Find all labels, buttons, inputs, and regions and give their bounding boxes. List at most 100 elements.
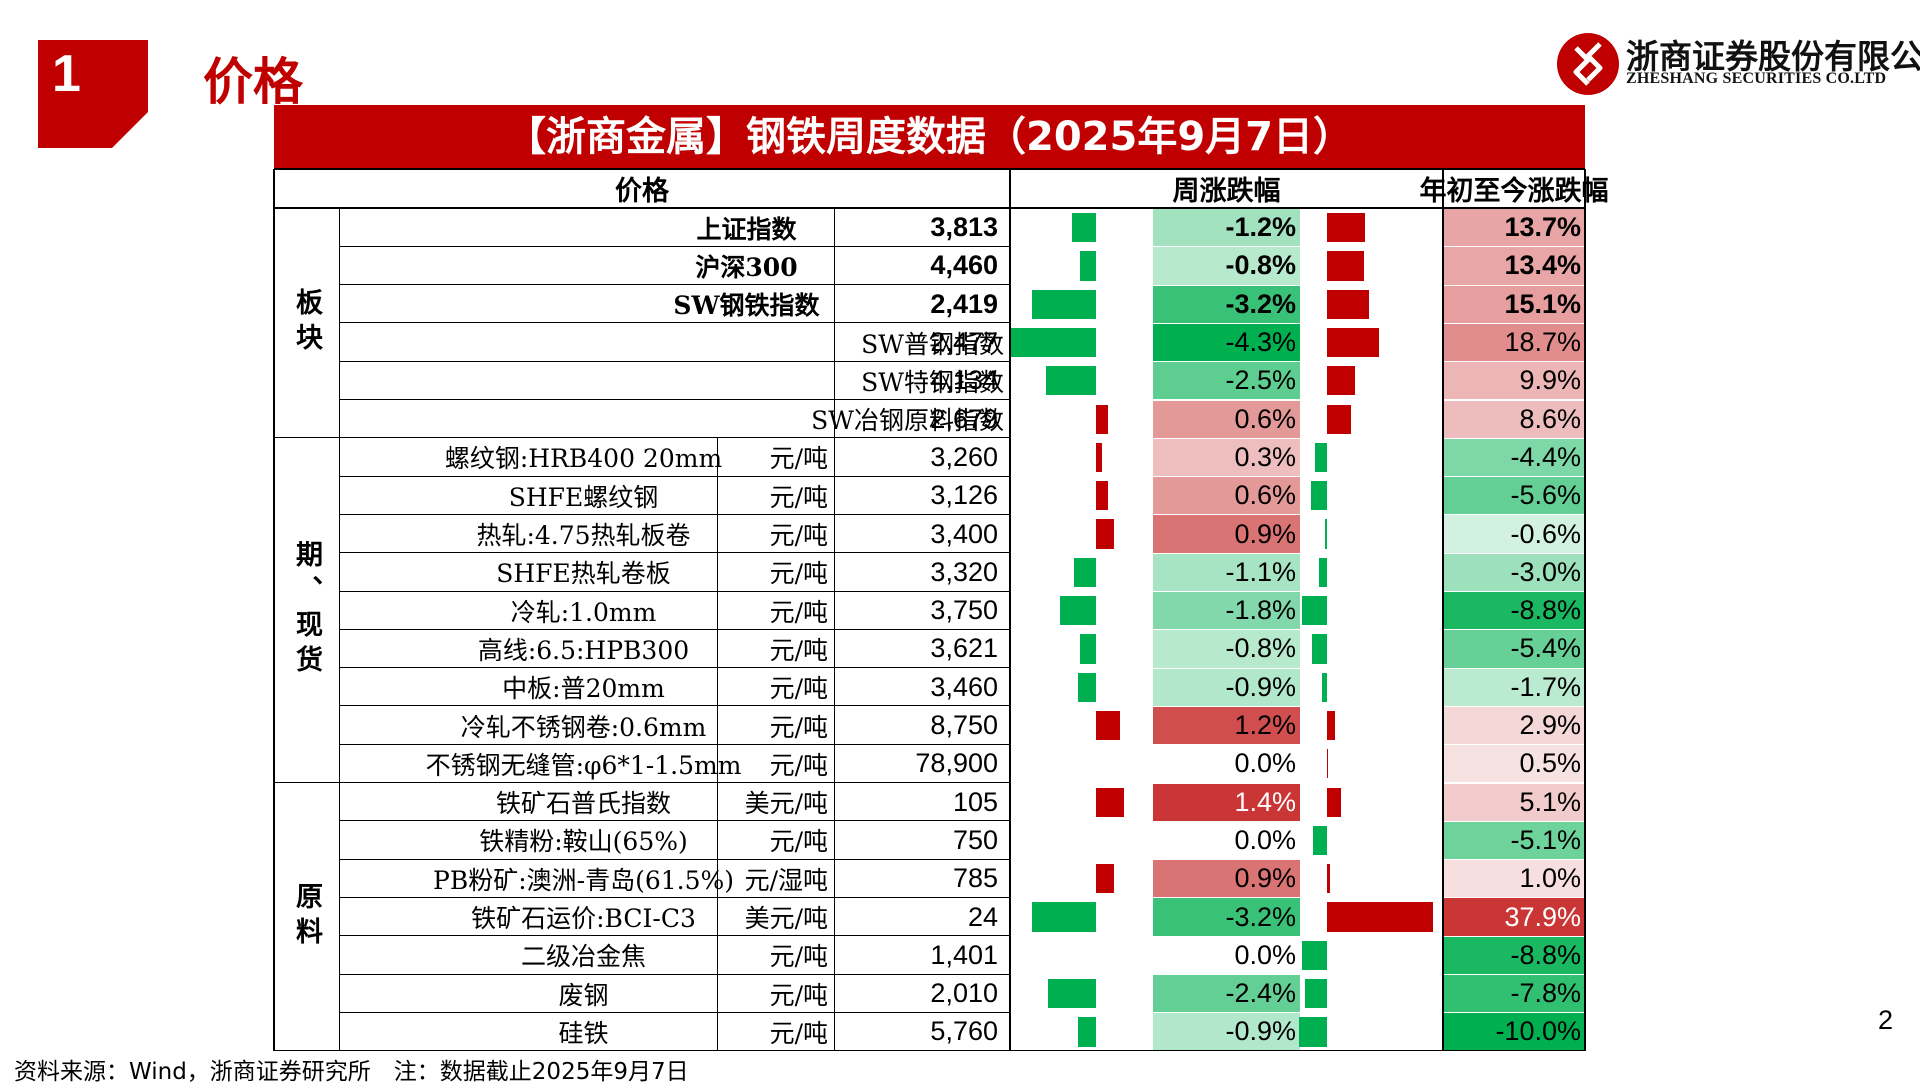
ytd-change-value: 13.7%: [1443, 209, 1585, 247]
weekly-change-bar: [1078, 1017, 1096, 1047]
row-unit: 美元/吨: [744, 904, 828, 934]
row-price: 3,750: [930, 595, 998, 626]
weekly-change-bar: [1096, 442, 1102, 473]
grid-line: [274, 437, 1010, 439]
grid-line: [1442, 169, 1444, 1051]
row-name: SHFE热轧卷板: [496, 559, 671, 589]
row-price: 3,621: [930, 633, 998, 664]
weekly-change-value: -3.2%: [1153, 285, 1300, 323]
weekly-change-value: -0.8%: [1153, 247, 1300, 285]
grid-line: [1009, 169, 1011, 1051]
group-label: 板块: [291, 287, 322, 358]
weekly-change-value: -2.4%: [1153, 975, 1300, 1013]
row-price: 105: [952, 786, 998, 817]
ytd-change-bar: [1327, 864, 1330, 894]
grid-line: [339, 360, 1010, 362]
row-price: 2,010: [930, 978, 998, 1009]
grid-line: [339, 552, 1010, 554]
row-price: 3,813: [930, 212, 998, 243]
ytd-change-value: 37.9%: [1443, 898, 1585, 936]
row-price: 4,460: [930, 250, 998, 281]
row-name: 二级冶金焦: [520, 942, 646, 972]
row-name: 热轧:4.75热轧板卷: [476, 521, 691, 551]
row-name: 上证指数: [696, 214, 797, 244]
row-name: SW冶钢原料指数: [811, 406, 1004, 436]
row-name: 冷轧:1.0mm: [510, 597, 657, 627]
ytd-change-bar: [1314, 442, 1327, 473]
section-number: 1: [52, 45, 81, 103]
row-price: 3,400: [930, 518, 998, 549]
grid-line: [339, 858, 1010, 860]
ytd-change-bar: [1327, 289, 1370, 319]
company-logo-icon: [1557, 33, 1619, 95]
weekly-change-value: 0.9%: [1153, 860, 1300, 898]
page-number: 2: [1878, 1005, 1894, 1035]
row-unit: 元/吨: [769, 559, 828, 589]
weekly-change-value: 0.6%: [1153, 477, 1300, 515]
weekly-change-value: 1.4%: [1153, 783, 1300, 821]
weekly-change-value: 0.9%: [1153, 515, 1300, 553]
weekly-change-bar: [1096, 710, 1120, 741]
row-name: SW特钢指数: [861, 367, 1004, 397]
row-name: 不锈钢无缝管:φ6*1-1.5mm: [425, 750, 742, 780]
row-price: 2,419: [930, 288, 998, 319]
weekly-change-bar: [1096, 864, 1114, 894]
grid-line: [339, 1011, 1010, 1013]
weekly-change-value: -1.2%: [1153, 209, 1300, 247]
ytd-change-bar: [1327, 366, 1355, 396]
row-unit: 元/吨: [769, 444, 828, 474]
grid-line: [274, 782, 1010, 783]
row-price: 3,320: [930, 556, 998, 587]
grid-line: [339, 705, 1010, 707]
row-name: 铁矿石运价:BCI-C3: [471, 904, 696, 934]
ytd-change-bar: [1311, 634, 1327, 664]
grid-line: [1584, 169, 1586, 1051]
grid-line: [339, 590, 1010, 592]
weekly-change-value: 0.0%: [1153, 936, 1300, 974]
row-unit: 元/吨: [769, 635, 828, 665]
weekly-change-bar: [1078, 672, 1096, 702]
row-price: 1,401: [930, 939, 998, 970]
row-unit: 元/吨: [769, 482, 828, 512]
row-price: 3,460: [930, 671, 998, 702]
row-name: SW普钢指数: [861, 329, 1004, 359]
row-name: 铁精粉:鞍山(65%): [479, 827, 688, 857]
row-price: 750: [952, 824, 998, 855]
weekly-change-bar: [1060, 596, 1096, 626]
row-unit: 元/吨: [769, 521, 828, 551]
ytd-change-bar: [1327, 404, 1352, 434]
row-unit: 元/吨: [769, 1018, 828, 1048]
grid-line: [339, 973, 1010, 975]
row-unit: 元/吨: [769, 980, 828, 1010]
footer-source-note: 资料来源：Wind，浙商证券研究所 注：数据截止2025年9月7日: [14, 1059, 689, 1085]
ytd-change-bar: [1299, 1017, 1327, 1047]
ytd-change-value: -5.6%: [1443, 477, 1585, 515]
weekly-change-bar: [1096, 787, 1124, 817]
weekly-change-value: -4.3%: [1153, 323, 1300, 362]
grid-line: [274, 207, 1585, 209]
grid-line: [339, 284, 1010, 286]
grid-line: [339, 820, 1010, 822]
grid-line: [274, 1049, 1585, 1052]
row-price: 8,750: [930, 710, 998, 741]
weekly-change-bar: [1074, 557, 1096, 587]
grid-line: [274, 168, 1585, 170]
ytd-change-bar: [1327, 787, 1342, 817]
ytd-change-value: -3.0%: [1443, 553, 1585, 591]
row-price: 3,260: [930, 441, 998, 472]
company-name-cn: 浙商证券股份有限公司: [1626, 37, 1920, 76]
header-ytd-change: 年初至今涨跌幅: [1419, 176, 1609, 207]
weekly-change-value: 0.3%: [1153, 438, 1300, 477]
section-marker: [38, 40, 148, 148]
row-price: 4,134: [930, 365, 998, 396]
row-name: 铁矿石普氏指数: [495, 789, 671, 819]
ytd-change-value: 0.5%: [1443, 745, 1585, 783]
row-name: 废钢: [558, 980, 609, 1010]
weekly-change-bar: [1048, 979, 1096, 1009]
ytd-change-value: -8.8%: [1443, 592, 1585, 630]
grid-line: [339, 743, 1010, 745]
row-price: 24: [967, 901, 998, 932]
weekly-change-bar: [1032, 289, 1096, 319]
grid-line: [339, 399, 1010, 400]
row-name: 中板:普20mm: [502, 674, 665, 704]
